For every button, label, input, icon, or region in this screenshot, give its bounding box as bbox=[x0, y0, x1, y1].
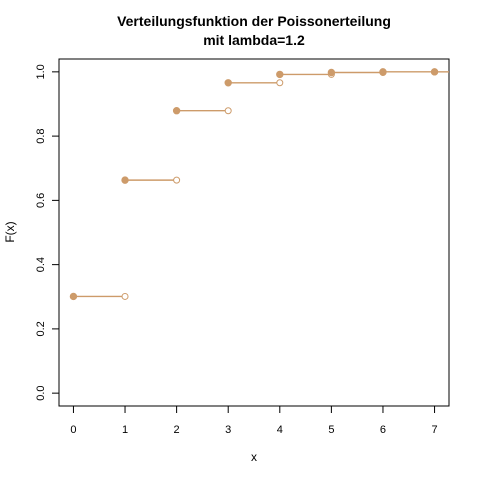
open-point bbox=[224, 107, 232, 115]
y-tick-label: 0.0 bbox=[35, 385, 47, 400]
open-point bbox=[173, 176, 181, 184]
x-tick-label: 5 bbox=[328, 424, 334, 436]
closed-point bbox=[172, 107, 181, 115]
x-tick-label: 0 bbox=[70, 424, 76, 436]
x-tick-label: 6 bbox=[380, 424, 386, 436]
open-point bbox=[121, 292, 129, 300]
y-tick-label: 0.6 bbox=[35, 193, 47, 208]
x-axis-label: x bbox=[251, 450, 257, 464]
closed-point bbox=[379, 68, 387, 76]
y-tick-label: 0.4 bbox=[35, 257, 47, 272]
x-tick-label: 1 bbox=[122, 424, 128, 436]
closed-point bbox=[224, 79, 232, 87]
y-tick-label: 0.2 bbox=[35, 321, 47, 336]
closed-point bbox=[327, 68, 336, 77]
y-tick-label: 0.8 bbox=[35, 128, 47, 143]
x-axis: 0 1 2 3 4 5 6 7 bbox=[70, 405, 438, 436]
open-point bbox=[276, 79, 284, 87]
x-tick-label: 4 bbox=[277, 424, 283, 436]
x-tick-label: 3 bbox=[225, 424, 231, 436]
y-axis: 0.0 0.2 0.4 0.6 0.8 1.0 bbox=[35, 64, 60, 401]
chart-title-line1: Verteilungsfunktion der Poissonerteilung bbox=[117, 13, 391, 29]
chart-title-line2: mit lambda=1.2 bbox=[203, 32, 305, 48]
closed-point bbox=[121, 176, 129, 184]
closed-point bbox=[430, 68, 439, 76]
x-tick-label: 2 bbox=[174, 424, 180, 436]
y-axis-label: F(x) bbox=[3, 221, 17, 242]
cdf-series bbox=[69, 68, 449, 301]
closed-point bbox=[276, 70, 284, 79]
x-tick-label: 7 bbox=[431, 424, 437, 436]
plot-frame bbox=[58, 58, 450, 407]
closed-point bbox=[69, 292, 78, 301]
y-tick-label: 1.0 bbox=[35, 64, 47, 79]
